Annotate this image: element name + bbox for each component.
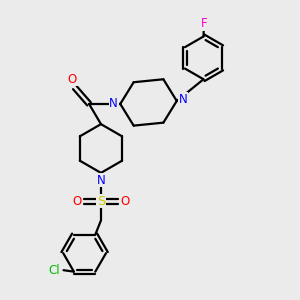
Text: S: S (97, 195, 105, 208)
Text: Cl: Cl (49, 264, 60, 277)
Text: N: N (179, 93, 188, 106)
Text: O: O (121, 195, 130, 208)
Text: O: O (68, 73, 77, 86)
Text: F: F (200, 17, 207, 31)
Text: O: O (72, 195, 81, 208)
Text: N: N (97, 174, 105, 187)
Text: N: N (110, 98, 118, 110)
